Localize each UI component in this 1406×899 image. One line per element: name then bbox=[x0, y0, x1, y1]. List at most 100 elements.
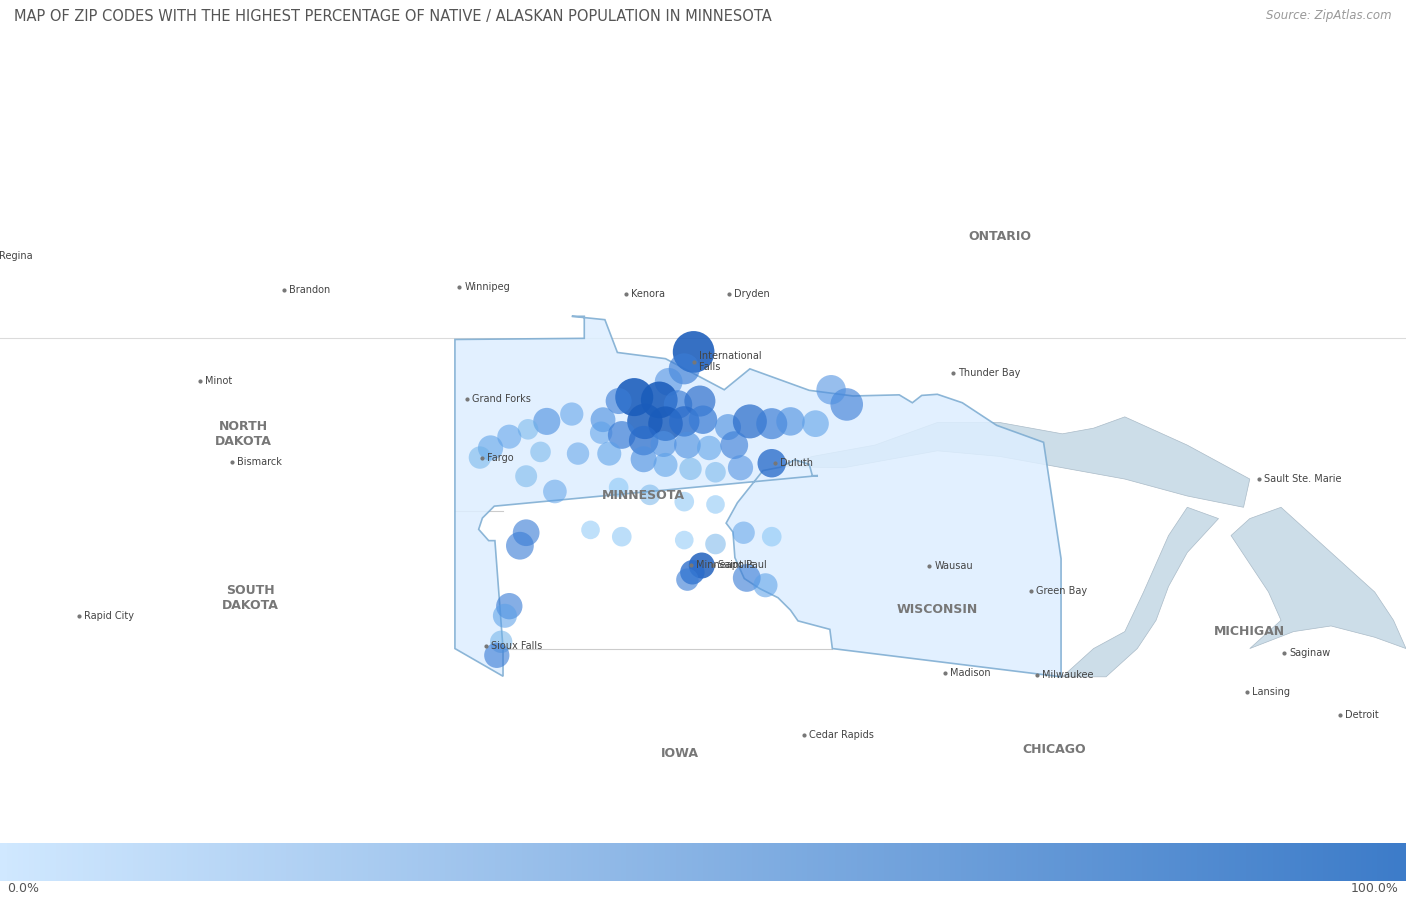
Point bbox=[779, 414, 801, 429]
Polygon shape bbox=[456, 316, 1062, 677]
Text: Duluth: Duluth bbox=[780, 458, 813, 468]
Point bbox=[648, 393, 671, 407]
Point bbox=[692, 413, 714, 427]
Point bbox=[738, 414, 761, 429]
Point bbox=[638, 487, 661, 502]
Point bbox=[761, 456, 783, 470]
Point bbox=[717, 420, 740, 434]
Point bbox=[498, 430, 520, 444]
Text: MICHIGAN: MICHIGAN bbox=[1215, 625, 1285, 638]
Point bbox=[633, 452, 655, 467]
Text: Thunder Bay: Thunder Bay bbox=[957, 368, 1021, 378]
Text: Saint Paul: Saint Paul bbox=[718, 560, 766, 571]
Point bbox=[509, 539, 531, 553]
Point bbox=[733, 526, 755, 540]
Point bbox=[592, 413, 614, 427]
Point bbox=[689, 394, 711, 408]
Point bbox=[704, 465, 727, 479]
Point bbox=[468, 450, 491, 465]
Point bbox=[681, 565, 703, 580]
Point bbox=[754, 578, 776, 592]
Point bbox=[676, 573, 699, 587]
Text: Grand Forks: Grand Forks bbox=[472, 394, 530, 404]
Point bbox=[673, 494, 696, 509]
Point bbox=[607, 480, 630, 494]
Point bbox=[634, 414, 657, 429]
Point bbox=[579, 522, 602, 537]
Point bbox=[498, 599, 520, 613]
Point bbox=[735, 571, 758, 585]
Point bbox=[652, 437, 675, 451]
Text: Fargo: Fargo bbox=[486, 452, 513, 463]
Point bbox=[654, 416, 676, 431]
Point bbox=[690, 558, 713, 573]
Point bbox=[607, 394, 630, 408]
Text: Detroit: Detroit bbox=[1346, 709, 1379, 720]
Point bbox=[804, 416, 827, 431]
Text: NORTH
DAKOTA: NORTH DAKOTA bbox=[215, 420, 273, 448]
Text: Kenora: Kenora bbox=[631, 289, 665, 299]
Point bbox=[761, 530, 783, 544]
Point bbox=[529, 445, 551, 459]
Point bbox=[489, 635, 512, 649]
Text: Rapid City: Rapid City bbox=[84, 610, 135, 621]
Text: IOWA: IOWA bbox=[661, 746, 699, 760]
Point bbox=[479, 441, 502, 455]
Text: Regina: Regina bbox=[0, 251, 32, 261]
Text: Green Bay: Green Bay bbox=[1036, 586, 1087, 596]
Text: Milwaukee: Milwaukee bbox=[1042, 670, 1094, 680]
Polygon shape bbox=[782, 417, 1250, 507]
Point bbox=[697, 441, 720, 455]
Text: ONTARIO: ONTARIO bbox=[969, 229, 1032, 243]
Point bbox=[673, 533, 696, 547]
Point bbox=[515, 526, 537, 540]
Point bbox=[761, 416, 783, 431]
Point bbox=[494, 609, 516, 623]
Point bbox=[598, 447, 620, 461]
Text: Sioux Falls: Sioux Falls bbox=[491, 641, 541, 651]
Text: WISCONSIN: WISCONSIN bbox=[897, 602, 979, 616]
Point bbox=[673, 361, 696, 376]
Text: Minneapolis: Minneapolis bbox=[696, 560, 754, 571]
Point bbox=[623, 390, 645, 405]
Text: Saginaw: Saginaw bbox=[1289, 648, 1330, 658]
Point bbox=[676, 438, 699, 452]
Text: MINNESOTA: MINNESOTA bbox=[602, 489, 685, 503]
Point bbox=[485, 648, 508, 663]
Point bbox=[723, 438, 745, 452]
Text: Wausau: Wausau bbox=[934, 561, 973, 571]
Text: Cedar Rapids: Cedar Rapids bbox=[808, 730, 873, 740]
Text: Minot: Minot bbox=[205, 377, 232, 387]
Text: Source: ZipAtlas.com: Source: ZipAtlas.com bbox=[1267, 9, 1392, 22]
Text: International
Falls: International Falls bbox=[699, 351, 761, 372]
Point bbox=[682, 344, 704, 359]
Point bbox=[654, 458, 676, 472]
Point bbox=[679, 462, 702, 476]
Point bbox=[673, 414, 696, 429]
Point bbox=[567, 447, 589, 461]
Point bbox=[820, 383, 842, 397]
Point bbox=[730, 460, 752, 475]
Point bbox=[633, 433, 655, 448]
Point bbox=[666, 397, 689, 412]
Text: Brandon: Brandon bbox=[290, 285, 330, 295]
Point bbox=[561, 407, 583, 422]
Text: SOUTH
DAKOTA: SOUTH DAKOTA bbox=[222, 583, 278, 611]
Point bbox=[704, 497, 727, 512]
Point bbox=[610, 428, 633, 442]
Polygon shape bbox=[1232, 507, 1406, 648]
Point bbox=[544, 485, 567, 499]
Point bbox=[591, 425, 613, 440]
Text: Madison: Madison bbox=[950, 668, 990, 678]
Polygon shape bbox=[1063, 507, 1219, 677]
Point bbox=[835, 397, 858, 412]
Point bbox=[610, 530, 633, 544]
Text: Bismarck: Bismarck bbox=[238, 457, 283, 467]
Text: CHICAGO: CHICAGO bbox=[1022, 743, 1085, 756]
Point bbox=[515, 469, 537, 484]
Text: Lansing: Lansing bbox=[1251, 687, 1289, 697]
Text: 0.0%: 0.0% bbox=[7, 882, 39, 895]
Point bbox=[658, 375, 681, 389]
Text: MAP OF ZIP CODES WITH THE HIGHEST PERCENTAGE OF NATIVE / ALASKAN POPULATION IN M: MAP OF ZIP CODES WITH THE HIGHEST PERCEN… bbox=[14, 9, 772, 24]
Text: Winnipeg: Winnipeg bbox=[464, 282, 510, 292]
